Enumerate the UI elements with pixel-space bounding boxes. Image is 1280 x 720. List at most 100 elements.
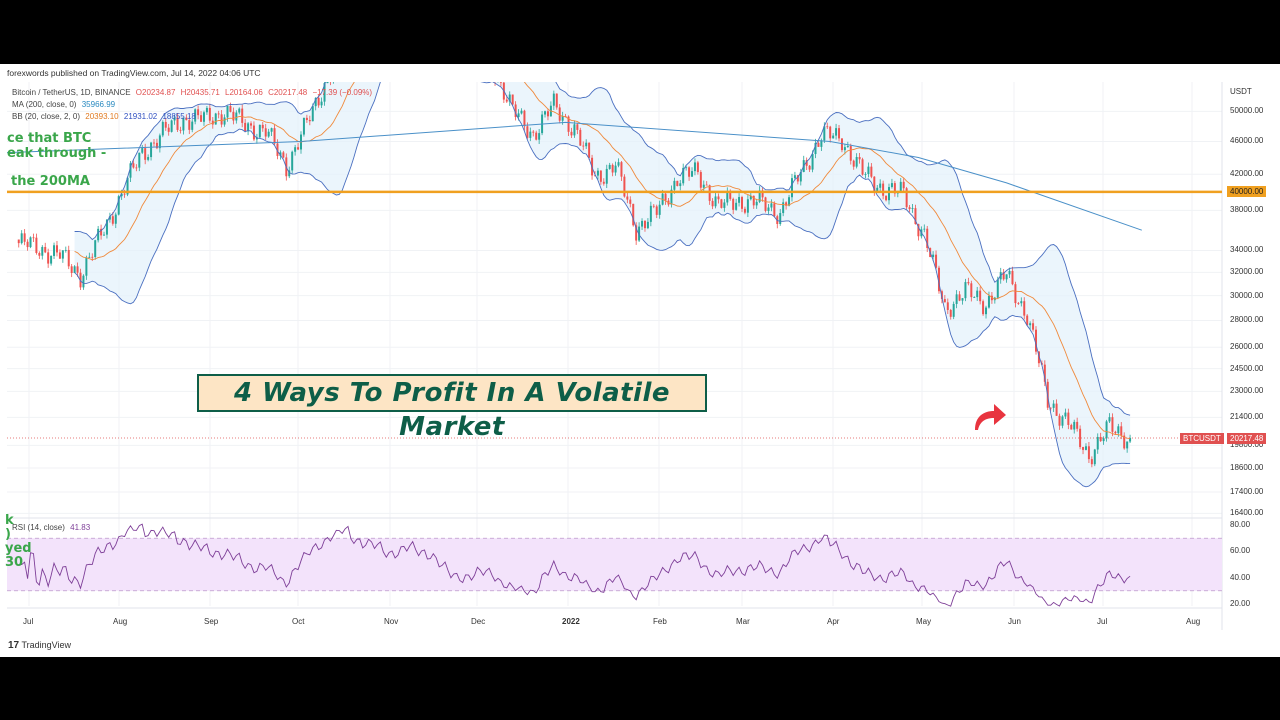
candle-body — [673, 180, 676, 190]
candle-body — [758, 190, 761, 202]
candle-body — [126, 177, 129, 195]
candle-body — [588, 142, 591, 158]
candle-body — [814, 142, 817, 155]
candle-body — [735, 202, 738, 210]
candle-body — [602, 181, 605, 184]
candle-body — [526, 126, 529, 138]
candle-body — [238, 108, 241, 113]
candle-body — [1023, 301, 1026, 316]
candle-body — [705, 184, 708, 186]
candle-body — [1064, 412, 1067, 417]
time-axis-label: Apr — [827, 617, 840, 626]
candle-body — [611, 164, 614, 173]
candle-body — [73, 266, 76, 273]
candle-body — [935, 254, 938, 268]
candle-body — [723, 202, 726, 208]
candle-body — [885, 195, 888, 201]
candle-body — [893, 183, 896, 194]
candle-body — [429, 25, 431, 26]
candle-body — [529, 131, 532, 138]
candle-body — [155, 142, 158, 149]
candle-body — [117, 196, 120, 215]
candle-body — [317, 97, 320, 106]
candle-body — [473, 63, 475, 70]
candle-body — [738, 197, 741, 203]
candle-body — [311, 106, 314, 122]
candle-body — [544, 111, 547, 115]
candle-body — [1073, 421, 1076, 430]
candle-body — [444, 28, 446, 33]
candle-body — [785, 202, 788, 206]
time-axis-label: Mar — [736, 617, 750, 626]
candle-body — [173, 117, 176, 121]
candle-body — [823, 126, 826, 141]
candle-body — [323, 83, 326, 102]
time-axis-label: Aug — [1186, 617, 1201, 626]
candle-body — [250, 123, 253, 126]
candle-body — [764, 197, 767, 211]
candle-body — [576, 124, 579, 130]
candle-body — [55, 245, 58, 253]
candle-body — [235, 112, 238, 121]
candle-body — [302, 117, 305, 135]
candle-body — [241, 108, 244, 123]
candle-body — [468, 58, 470, 59]
candle-body — [400, 21, 402, 38]
candle-body — [655, 206, 658, 215]
bb-legend[interactable]: BB (20, close, 2, 0) 20393.10 21931.02 1… — [12, 112, 196, 121]
candle-body — [20, 233, 23, 244]
time-axis-label: Sep — [204, 617, 219, 626]
candle-body — [258, 124, 261, 138]
candle-body — [291, 151, 294, 171]
time-axis-label: Jun — [1008, 617, 1021, 626]
bb-label: BB (20, close, 2, 0) — [12, 112, 81, 121]
candle-body — [1123, 435, 1126, 449]
candle-body — [412, 6, 414, 15]
candle-body — [456, 50, 458, 51]
candle-body — [58, 252, 61, 259]
candle-body — [147, 157, 150, 160]
candle-body — [626, 196, 629, 200]
candle-body — [961, 298, 964, 301]
candle-body — [329, 77, 331, 81]
annotation-rsi-4: 30 — [5, 555, 24, 570]
candle-body — [200, 115, 203, 122]
candle-body — [746, 199, 749, 213]
candle-body — [1055, 403, 1058, 416]
candle-body — [432, 16, 434, 24]
candle-body — [641, 220, 644, 227]
tradingview-logo[interactable]: 17 TradingView — [8, 640, 71, 651]
candle-body — [864, 174, 867, 175]
price-axis-label: 18600.00 — [1230, 462, 1264, 472]
candle-body — [682, 167, 685, 184]
candle-body — [182, 117, 185, 131]
candle-body — [555, 93, 558, 108]
candle-body — [379, 26, 381, 32]
rsi-legend[interactable]: RSI (14, close) 41.83 — [12, 523, 90, 532]
candle-body — [282, 152, 285, 158]
candle-body — [782, 202, 785, 214]
candle-body — [359, 39, 361, 40]
candle-body — [368, 29, 370, 43]
candle-body — [397, 38, 399, 43]
candle-body — [767, 207, 770, 211]
candle-body — [1108, 417, 1111, 422]
bb-lower-value: 18855.18 — [162, 112, 196, 121]
candle-body — [955, 294, 958, 304]
price-axis-label: 50000.00 — [1230, 106, 1264, 116]
candle-body — [1084, 446, 1087, 450]
ohlc-high: H20435.71 — [180, 88, 220, 97]
candle-body — [17, 239, 20, 244]
candle-body — [614, 165, 617, 173]
candle-body — [855, 157, 858, 167]
candle-body — [646, 221, 649, 229]
price-axis-label: 26000.00 — [1230, 342, 1264, 352]
ma-legend[interactable]: MA (200, close, 0) 35966.99 — [12, 100, 115, 109]
ohlc-close: C20217.48 — [268, 88, 308, 97]
candle-body — [276, 143, 279, 156]
candle-body — [226, 106, 229, 118]
candle-body — [76, 266, 79, 273]
candle-body — [538, 133, 541, 140]
candle-body — [617, 162, 620, 166]
